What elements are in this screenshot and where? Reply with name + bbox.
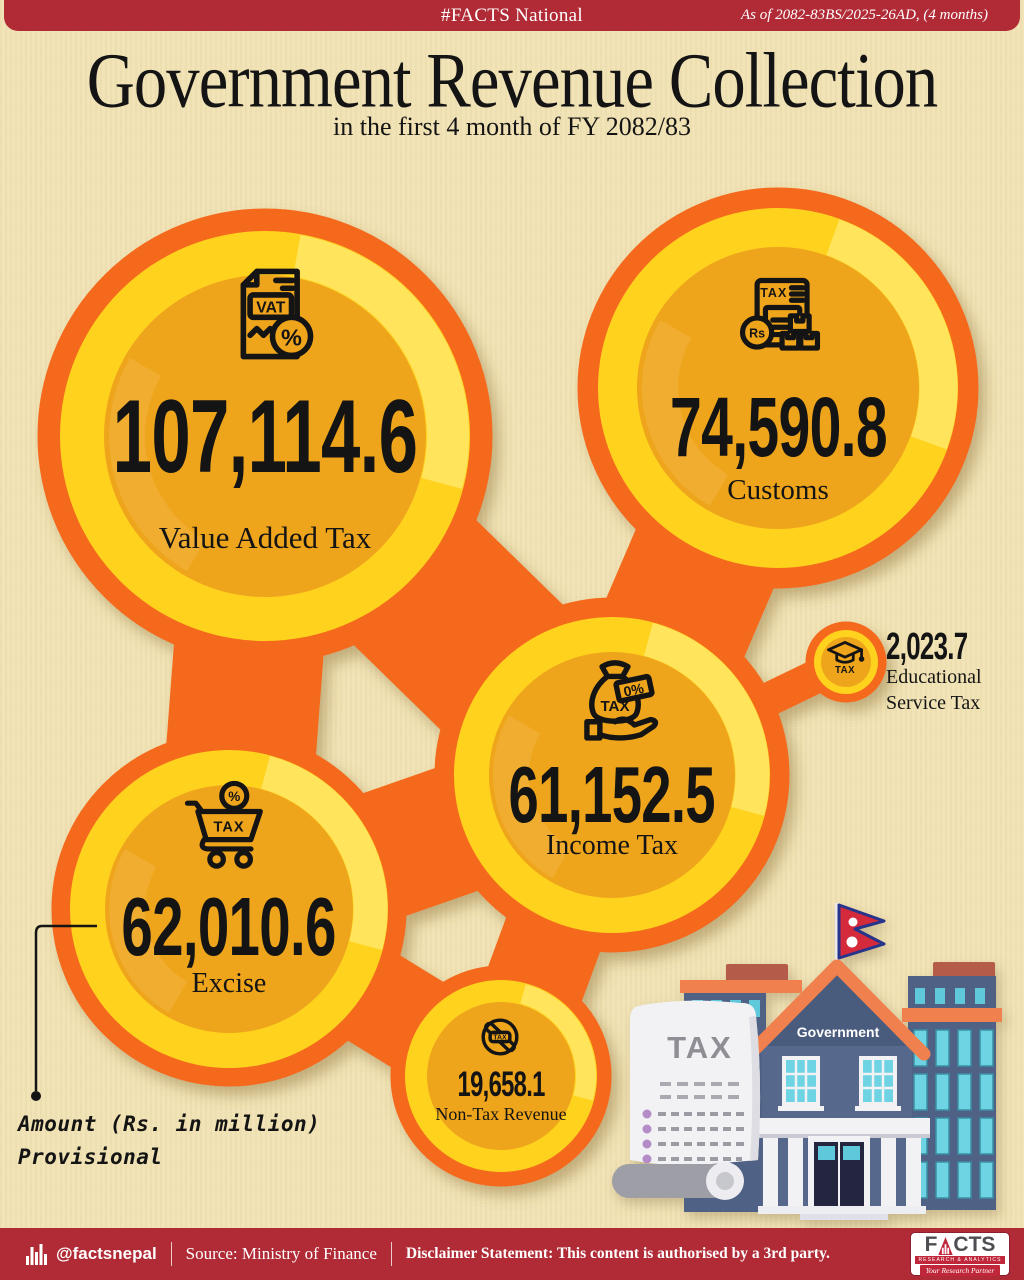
vat-label: Value Added Tax [158, 520, 372, 555]
house-window [778, 1056, 824, 1111]
edu-tax-label: Educational Service Tax [886, 666, 982, 714]
vat-document-icon: VAT % [240, 268, 314, 360]
vat-value: 107,114.6 [112, 378, 418, 495]
house-window [855, 1056, 901, 1111]
excise-value: 62,010.6 [121, 880, 337, 973]
svg-text:TAX: TAX [760, 286, 787, 300]
graduation-cap-tax-icon: TAX [827, 641, 865, 676]
header-badge: #FACTS National [441, 5, 583, 26]
social-handle: @factsnepal [56, 1244, 157, 1263]
excise-label: Excise [191, 968, 267, 999]
facts-logo-cts: CTS [953, 1233, 996, 1256]
house-center: Government [743, 959, 931, 1220]
facts-logo-subtitle: RESEARCH & ANALYTICS [915, 1256, 1005, 1264]
footer-divider [170, 1242, 172, 1266]
scroll-label: TAX [667, 1030, 733, 1065]
footer-bar: @factsnepal Source: Ministry of Finance … [0, 1228, 1024, 1280]
facts-logo-triangle-icon [938, 1237, 953, 1255]
footnote-amount: Amount (Rs. in million) [18, 1112, 321, 1136]
facts-logo-f: F [924, 1233, 938, 1256]
tax-scroll: TAX [612, 1000, 761, 1200]
header-as-of: As of 2082-83BS/2025-26AD, (4 months) [740, 7, 988, 23]
svg-text:Rs: Rs [749, 327, 765, 341]
non-tax-label: Non-Tax Revenue [435, 1104, 567, 1124]
footer-divider [390, 1242, 392, 1266]
money-bag-hand-icon: TAX 0% [584, 660, 659, 741]
svg-text:TAX: TAX [214, 819, 245, 835]
source-text: Source: Ministry of Finance [185, 1244, 377, 1263]
customs-label: Customs [727, 474, 829, 506]
header-bar: #FACTS National As of 2082-83BS/2025-26A… [4, 0, 1020, 31]
page-title: Government Revenue Collection [86, 37, 938, 125]
svg-text:TAX: TAX [600, 698, 629, 715]
svg-text:VAT: VAT [256, 299, 285, 316]
disclaimer-text: Disclaimer Statement: This content is au… [405, 1245, 830, 1262]
svg-text:0%: 0% [622, 680, 646, 700]
tax-cart-icon: % TAX [184, 780, 263, 869]
facts-logo-tagline: Your Research Partner [919, 1265, 1001, 1276]
customs-value: 74,590.8 [669, 379, 888, 474]
tax-document-boxes-icon: TAX Rs [739, 277, 821, 351]
page-subtitle: in the first 4 month of FY 2082/83 [333, 112, 691, 141]
nepal-flag-icon [835, 903, 886, 969]
no-tax-icon: TAX [481, 1018, 519, 1056]
svg-text:%: % [281, 324, 302, 350]
footnote-provisional: Provisional [18, 1145, 163, 1169]
footnote: Amount (Rs. in million) Provisional [18, 1108, 320, 1174]
income-tax-value: 61,152.5 [508, 750, 716, 839]
svg-text:TAX: TAX [493, 1035, 507, 1042]
bar-chart-icon [26, 1244, 47, 1265]
note-leader-line [31, 924, 97, 1101]
government-building-illustration: Government [612, 903, 1002, 1220]
svg-text:%: % [228, 789, 240, 804]
right-tower [902, 962, 1002, 1210]
svg-text:TAX: TAX [835, 665, 855, 676]
non-tax-value: 19,658.1 [457, 1065, 545, 1104]
edu-tax-value: 2,023.7 [886, 625, 968, 668]
building-label: Government [797, 1024, 880, 1040]
income-tax-label: Income Tax [545, 830, 679, 861]
facts-logo-word: F CTS [924, 1233, 996, 1256]
facts-logo: F CTS RESEARCH & ANALYTICS Your Research… [910, 1232, 1010, 1276]
